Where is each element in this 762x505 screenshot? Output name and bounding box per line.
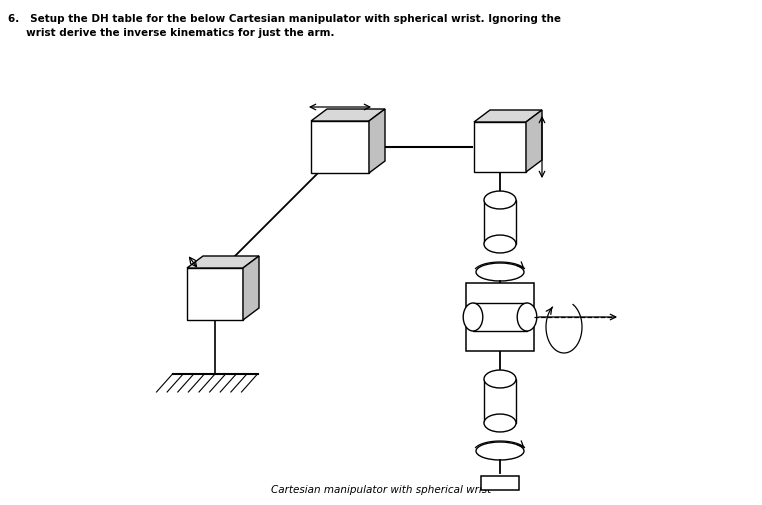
Ellipse shape [484,235,516,254]
Polygon shape [474,111,542,123]
Polygon shape [311,110,385,122]
Polygon shape [473,304,527,331]
Polygon shape [243,257,259,320]
Ellipse shape [463,304,483,331]
Text: Cartesian manipulator with spherical wrist: Cartesian manipulator with spherical wri… [271,484,491,494]
Polygon shape [484,200,516,244]
Ellipse shape [484,414,516,432]
Polygon shape [466,283,534,351]
Polygon shape [311,122,369,174]
Polygon shape [369,110,385,174]
Polygon shape [484,379,516,423]
Polygon shape [526,111,542,173]
Ellipse shape [484,370,516,388]
Polygon shape [187,257,259,269]
Ellipse shape [484,192,516,210]
Polygon shape [481,476,519,490]
Polygon shape [187,269,243,320]
Text: wrist derive the inverse kinematics for just the arm.: wrist derive the inverse kinematics for … [8,28,335,38]
Text: 6.   Setup the DH table for the below Cartesian manipulator with spherical wrist: 6. Setup the DH table for the below Cart… [8,14,561,24]
Polygon shape [474,123,526,173]
Ellipse shape [517,304,536,331]
